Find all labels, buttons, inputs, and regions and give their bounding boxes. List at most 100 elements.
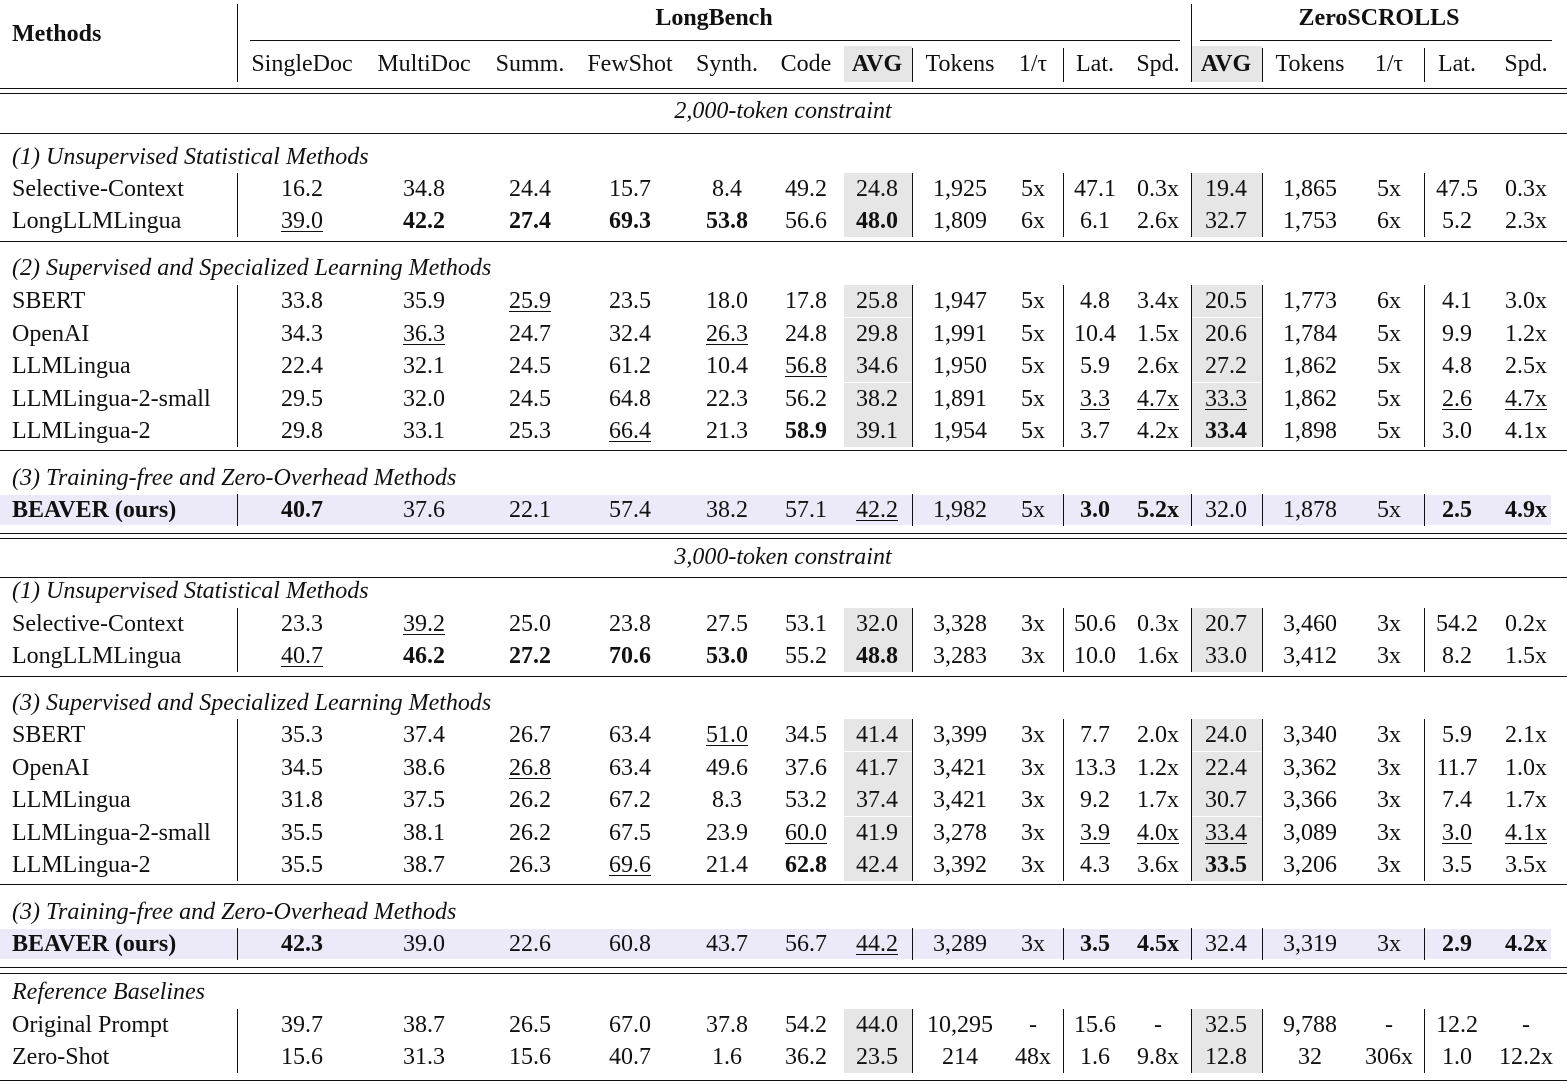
table-cell: 1,991 xyxy=(933,321,987,347)
table-cell: 33.5 xyxy=(1205,852,1247,878)
table-cell: 57.4 xyxy=(609,497,651,523)
table-cell: 4.5x xyxy=(1137,931,1179,957)
method-name: LLMLingua-2 xyxy=(12,852,151,878)
table-cell: 69.6 xyxy=(609,852,651,878)
method-name: LLMLingua-2-small xyxy=(12,386,211,412)
table-cell: 5x xyxy=(1021,386,1045,412)
table-cell: 3,421 xyxy=(933,787,987,813)
table-cell: 5x xyxy=(1021,321,1045,347)
table-cell: 2.0x xyxy=(1137,722,1179,748)
avg-cell-shade xyxy=(844,640,912,672)
table-cell: 5x xyxy=(1377,497,1401,523)
column-divider xyxy=(912,1009,913,1073)
table-cell: 39.7 xyxy=(281,1012,323,1038)
column-divider xyxy=(1262,285,1263,447)
table-cell: 2.5x xyxy=(1505,353,1547,379)
table-cell: 12.2x xyxy=(1499,1044,1553,1070)
column-divider xyxy=(1262,928,1263,960)
table-cell: 67.5 xyxy=(609,820,651,846)
methods-divider xyxy=(237,928,238,960)
avg-cell-shade xyxy=(844,205,912,237)
table-cell: 3x xyxy=(1021,722,1045,748)
column-divider xyxy=(1262,494,1263,526)
table-cell: 66.4 xyxy=(609,418,651,444)
table-cell: 39.1 xyxy=(856,418,898,444)
table-cell: 26.3 xyxy=(706,321,748,347)
table-cell: 9.8x xyxy=(1137,1044,1179,1070)
table-cell: 27.4 xyxy=(509,208,551,234)
method-name: OpenAI xyxy=(12,755,90,781)
table-cell: 3x xyxy=(1377,787,1401,813)
table-cell: 39.0 xyxy=(403,931,445,957)
column-header: SingleDoc xyxy=(251,51,353,77)
avg-cell-shade xyxy=(1191,752,1262,784)
table-cell: 48x xyxy=(1015,1044,1051,1070)
table-cell: 5x xyxy=(1021,353,1045,379)
column-divider xyxy=(1424,608,1425,672)
table-cell: 4.1x xyxy=(1505,418,1547,444)
table-cell: 3x xyxy=(1377,755,1401,781)
table-cell: 32.4 xyxy=(1205,931,1247,957)
table-cell: 36.2 xyxy=(785,1044,827,1070)
table-cell: 22.6 xyxy=(509,931,551,957)
column-divider xyxy=(1424,285,1425,447)
table-cell: 1,898 xyxy=(1283,418,1337,444)
table-cell: 24.0 xyxy=(1205,722,1247,748)
table-cell: 2.9 xyxy=(1442,931,1472,957)
dataset-divider xyxy=(1191,4,1192,82)
table-cell: 1,753 xyxy=(1283,208,1337,234)
table-cell: 32.0 xyxy=(1205,497,1247,523)
table-cell: 53.1 xyxy=(785,611,827,637)
column-header: FewShot xyxy=(587,51,673,77)
table-cell: 54.2 xyxy=(785,1012,827,1038)
column-divider xyxy=(1063,608,1064,672)
bottom-rule xyxy=(0,1080,1567,1081)
avg-cell-shade xyxy=(844,383,912,415)
table-cell: 3,289 xyxy=(933,931,987,957)
avg-cell-shade xyxy=(1191,318,1262,350)
method-name: Selective-Context xyxy=(12,176,184,202)
table-cell: 22.3 xyxy=(706,386,748,412)
method-name: LLMLingua-2-small xyxy=(12,820,211,846)
table-cell: 1,982 xyxy=(933,497,987,523)
table-cell: 5x xyxy=(1377,176,1401,202)
table-cell: 1,773 xyxy=(1283,288,1337,314)
table-cell: 12.8 xyxy=(1205,1044,1247,1070)
column-header: Tokens xyxy=(1275,51,1345,77)
table-cell: 7.4 xyxy=(1442,787,1472,813)
table-cell: 35.9 xyxy=(403,288,445,314)
table-cell: 3.0 xyxy=(1442,820,1472,846)
table-cell: 0.3x xyxy=(1505,176,1547,202)
table-cell: 1,891 xyxy=(933,386,987,412)
table-cell: 3x xyxy=(1377,820,1401,846)
table-cell: 37.4 xyxy=(403,722,445,748)
group-title: (3) Training-free and Zero-Overhead Meth… xyxy=(12,465,457,491)
avg-cell-shade xyxy=(844,784,912,816)
table-cell: 63.4 xyxy=(609,755,651,781)
group-rule xyxy=(0,884,1567,885)
table-cell: 10,295 xyxy=(927,1012,993,1038)
table-cell: 9.9 xyxy=(1442,321,1472,347)
avg-cell-shade xyxy=(1191,415,1262,447)
table-cell: 3.0 xyxy=(1080,497,1110,523)
table-cell: 5x xyxy=(1377,386,1401,412)
table-cell: 31.3 xyxy=(403,1044,445,1070)
table-cell: 38.6 xyxy=(403,755,445,781)
group-title: (3) Training-free and Zero-Overhead Meth… xyxy=(12,899,457,925)
table-cell: 3,399 xyxy=(933,722,987,748)
table-cell: 43.7 xyxy=(706,931,748,957)
table-cell: 29.5 xyxy=(281,386,323,412)
table-cell: 48.0 xyxy=(856,208,898,234)
table-cell: 4.7x xyxy=(1137,386,1179,412)
table-cell: 1,784 xyxy=(1283,321,1337,347)
table-cell: 30.7 xyxy=(1205,787,1247,813)
table-cell: 3,366 xyxy=(1283,787,1337,813)
table-cell: 25.3 xyxy=(509,418,551,444)
table-cell: 6.1 xyxy=(1080,208,1110,234)
table-cell: 33.4 xyxy=(1205,418,1247,444)
table-cell: 35.5 xyxy=(281,820,323,846)
table-cell: 67.0 xyxy=(609,1012,651,1038)
table-cell: 8.3 xyxy=(712,787,742,813)
table-cell: 6x xyxy=(1021,208,1045,234)
table-cell: 5x xyxy=(1021,288,1045,314)
